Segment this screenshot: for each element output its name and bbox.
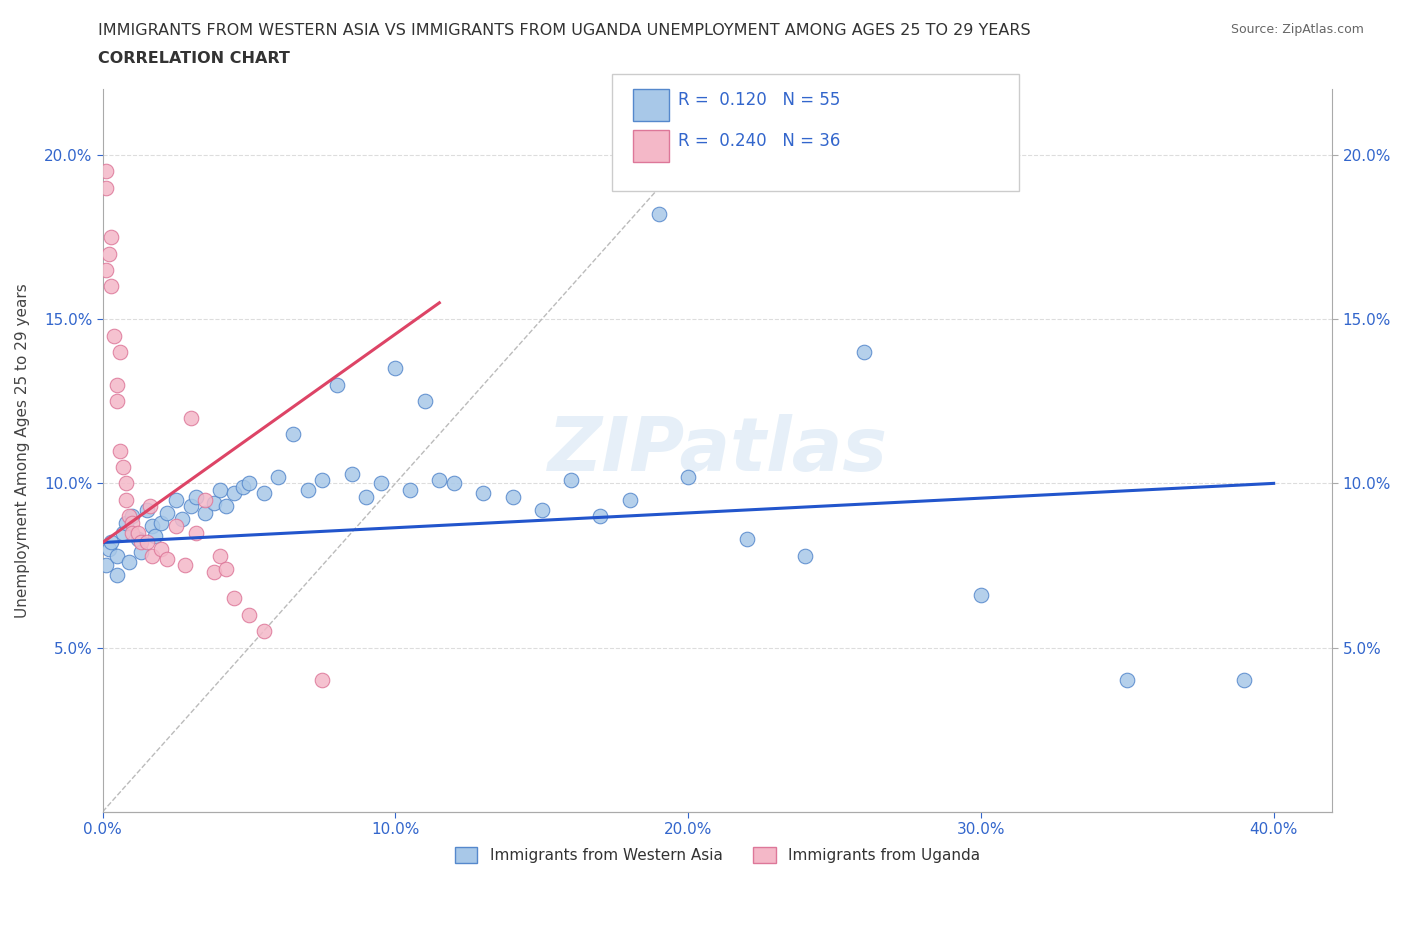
Point	[112, 525, 135, 540]
Point	[619, 492, 641, 507]
Point	[94, 164, 117, 179]
Point	[100, 230, 122, 245]
Point	[238, 476, 260, 491]
Point	[105, 568, 128, 583]
Point	[399, 483, 422, 498]
Point	[145, 528, 167, 543]
Point	[129, 545, 152, 560]
Point	[267, 470, 290, 485]
Point	[560, 472, 582, 487]
Point	[253, 624, 276, 639]
Point	[194, 492, 217, 507]
Point	[1116, 673, 1139, 688]
Point	[370, 476, 392, 491]
Point	[165, 492, 187, 507]
Point	[311, 472, 333, 487]
Point	[115, 492, 138, 507]
Point	[340, 466, 363, 481]
Point	[311, 673, 333, 688]
Point	[224, 591, 246, 605]
Point	[110, 443, 132, 458]
Point	[156, 506, 179, 521]
Point	[127, 525, 149, 540]
Text: Source: ZipAtlas.com: Source: ZipAtlas.com	[1230, 23, 1364, 36]
Point	[208, 483, 231, 498]
Point	[129, 535, 152, 550]
Text: R =  0.240   N = 36: R = 0.240 N = 36	[678, 132, 839, 151]
Point	[186, 489, 208, 504]
Point	[179, 498, 201, 513]
Point	[179, 410, 201, 425]
Point	[121, 525, 143, 540]
Point	[100, 279, 122, 294]
Point	[232, 479, 254, 494]
Point	[97, 541, 120, 556]
Text: ZIPatlas: ZIPatlas	[547, 414, 887, 487]
Point	[94, 558, 117, 573]
Point	[112, 459, 135, 474]
Point	[186, 525, 208, 540]
Point	[135, 502, 157, 517]
Point	[214, 498, 236, 513]
Point	[121, 515, 143, 530]
Point	[173, 558, 195, 573]
Point	[1233, 673, 1256, 688]
Point	[115, 476, 138, 491]
Point	[94, 262, 117, 277]
Point	[141, 519, 163, 534]
Point	[105, 394, 128, 409]
Point	[156, 551, 179, 566]
Point	[472, 485, 495, 500]
Point	[253, 485, 276, 500]
Point	[297, 483, 319, 498]
Point	[354, 489, 377, 504]
Point	[224, 485, 246, 500]
Point	[589, 509, 612, 524]
Point	[676, 470, 699, 485]
Point	[214, 562, 236, 577]
Point	[281, 427, 304, 442]
Point	[127, 532, 149, 547]
Point	[648, 206, 671, 221]
Point	[202, 565, 225, 579]
Text: R =  0.120   N = 55: R = 0.120 N = 55	[678, 91, 839, 110]
Point	[427, 472, 450, 487]
Point	[502, 489, 524, 504]
Point	[105, 378, 128, 392]
Point	[103, 328, 125, 343]
Text: CORRELATION CHART: CORRELATION CHART	[98, 51, 290, 66]
Point	[202, 496, 225, 511]
Point	[100, 535, 122, 550]
Point	[794, 548, 817, 563]
Point	[105, 548, 128, 563]
Point	[94, 180, 117, 195]
Point	[150, 515, 173, 530]
Point	[413, 394, 436, 409]
Text: IMMIGRANTS FROM WESTERN ASIA VS IMMIGRANTS FROM UGANDA UNEMPLOYMENT AMONG AGES 2: IMMIGRANTS FROM WESTERN ASIA VS IMMIGRAN…	[98, 23, 1031, 38]
Point	[121, 509, 143, 524]
Point	[97, 246, 120, 261]
Point	[118, 509, 141, 524]
Legend: Immigrants from Western Asia, Immigrants from Uganda: Immigrants from Western Asia, Immigrants…	[449, 841, 987, 869]
Point	[208, 548, 231, 563]
Point	[138, 498, 160, 513]
Point	[970, 588, 993, 603]
Y-axis label: Unemployment Among Ages 25 to 29 years: Unemployment Among Ages 25 to 29 years	[15, 283, 30, 618]
Point	[735, 532, 758, 547]
Point	[326, 378, 349, 392]
Point	[135, 535, 157, 550]
Point	[170, 512, 193, 527]
Point	[443, 476, 465, 491]
Point	[141, 548, 163, 563]
Point	[118, 554, 141, 569]
Point	[115, 515, 138, 530]
Point	[384, 361, 406, 376]
Point	[530, 502, 553, 517]
Point	[238, 607, 260, 622]
Point	[165, 519, 187, 534]
Point	[150, 541, 173, 556]
Point	[194, 506, 217, 521]
Point	[852, 345, 875, 360]
Point	[110, 345, 132, 360]
